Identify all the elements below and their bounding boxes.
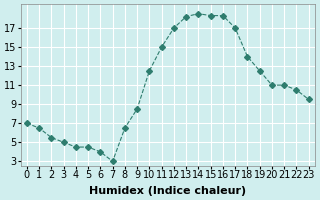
X-axis label: Humidex (Indice chaleur): Humidex (Indice chaleur)	[89, 186, 246, 196]
